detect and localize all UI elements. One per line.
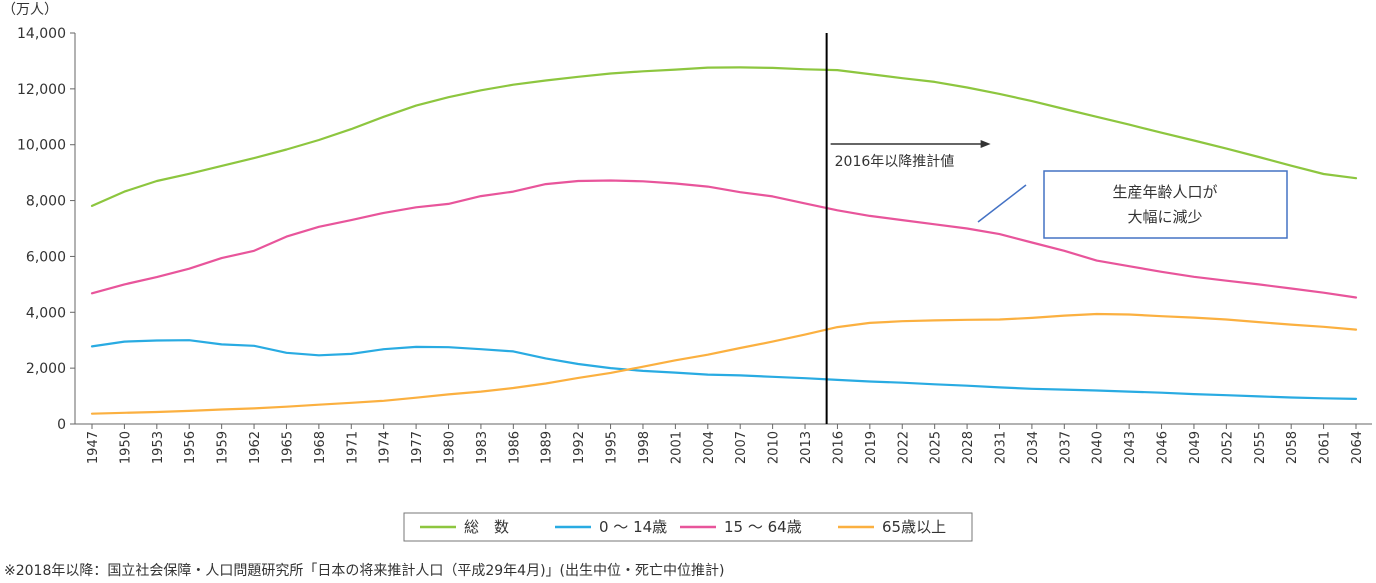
population-line-chart: （万人） 0 2,000 4,000 6,000 8,000 10,000 12,000 14…	[2, 2, 1372, 542]
x-tick-label: 2034	[1026, 431, 1041, 464]
x-tick-label: 1995	[605, 431, 620, 464]
x-tick-label: 1950	[118, 431, 133, 464]
x-tick-label: 1962	[248, 431, 263, 464]
x-tick-label: 2004	[702, 431, 717, 464]
x-tick-label: 2043	[1123, 431, 1138, 464]
series-line-2	[90, 339, 1358, 400]
x-axis-ticks: 1947 1950 1953 1956 1959 1962 1965 1968 1971 1974…	[86, 424, 1365, 464]
x-tick-label: 2058	[1285, 431, 1300, 464]
x-tick-label: 1983	[475, 431, 490, 464]
x-tick-label: 1992	[572, 431, 587, 464]
x-tick-label: 1947	[86, 431, 101, 464]
callout-text-line-1: 生産年齢人口が	[1112, 183, 1217, 201]
x-tick-label: 1974	[378, 431, 393, 464]
x-tick-label: 2016	[831, 431, 846, 464]
x-tick-label: 2049	[1188, 431, 1203, 464]
series-lines	[90, 66, 1358, 415]
x-tick-label: 2055	[1253, 431, 1268, 464]
x-tick-label: 2061	[1318, 431, 1333, 464]
legend-label-4: 65歳以上	[882, 518, 946, 536]
y-tick-label: 12,000	[17, 82, 66, 98]
projection-label: 2016年以降推計値	[835, 154, 955, 170]
series-line-4	[90, 312, 1358, 415]
x-tick-label: 2025	[929, 431, 944, 464]
x-tick-label: 1968	[313, 431, 328, 464]
x-tick-label: 2007	[734, 431, 749, 464]
x-tick-label: 2040	[1091, 431, 1106, 464]
x-tick-label: 1980	[443, 431, 458, 464]
callout-box	[1043, 170, 1288, 239]
x-tick-label: 2037	[1058, 431, 1073, 464]
y-tick-label: 14,000	[17, 26, 66, 42]
source-footnote: ※2018年以降：国立社会保障・人口問題研究所「日本の将来推計人口（平成29年4…	[4, 563, 725, 579]
series-line-3	[90, 179, 1358, 299]
y-tick-label: 0	[57, 417, 66, 433]
x-tick-label: 2022	[896, 431, 911, 464]
x-tick-label: 1959	[216, 431, 231, 464]
x-tick-label: 1971	[345, 431, 360, 464]
x-tick-label: 2031	[993, 431, 1008, 464]
x-tick-label: 2028	[961, 431, 976, 464]
x-tick-label: 1998	[637, 431, 652, 464]
y-tick-label: 6,000	[26, 249, 66, 265]
x-tick-label: 1986	[507, 431, 522, 464]
y-tick-label: 8,000	[26, 194, 66, 210]
x-tick-label: 2052	[1220, 431, 1235, 464]
projection-arrowhead	[980, 140, 991, 148]
callout-text-line-2: 大幅に減少	[1127, 208, 1202, 226]
callout-pointer-line	[977, 184, 1027, 223]
y-tick-label: 10,000	[17, 138, 66, 154]
y-axis-ticks: 0 2,000 4,000 6,000 8,000 10,000 12,000 14,000	[17, 26, 75, 433]
series-line-1	[90, 66, 1358, 207]
x-tick-label: 2064	[1350, 431, 1365, 464]
x-tick-label: 1953	[151, 431, 166, 464]
x-tick-label: 2013	[799, 431, 814, 464]
y-tick-label: 4,000	[26, 305, 66, 321]
legend: 総 数 0 ～ 14歳 15 ～ 64歳 65歳以上	[420, 518, 946, 536]
x-tick-label: 2019	[864, 431, 879, 464]
x-tick-label: 1977	[410, 431, 425, 464]
legend-label-1: 総 数	[464, 518, 509, 536]
y-axis-unit-label: （万人）	[2, 2, 58, 18]
x-tick-label: 1965	[280, 431, 295, 464]
x-tick-label: 1989	[540, 431, 555, 464]
x-tick-label: 1956	[183, 431, 198, 464]
x-tick-label: 2010	[767, 431, 782, 464]
legend-label-3: 15 ～ 64歳	[724, 518, 802, 536]
y-tick-label: 2,000	[26, 361, 66, 377]
x-tick-label: 2001	[669, 431, 684, 464]
legend-label-2: 0 ～ 14歳	[599, 518, 667, 536]
x-tick-label: 2046	[1156, 431, 1171, 464]
